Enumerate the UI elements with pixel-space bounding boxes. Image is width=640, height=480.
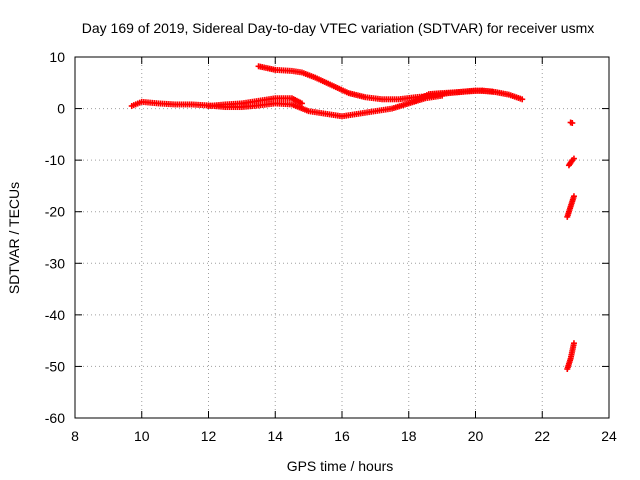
data-point [569, 120, 576, 127]
data-point [489, 88, 496, 95]
data-point [519, 96, 526, 103]
tick-labels: 8 10 12 14 16 18 20 22 24 10 0 -10 -20 -30 -40 -50 -60 [45, 49, 617, 444]
y-tick-label: -40 [45, 307, 65, 323]
data-point [298, 100, 305, 107]
x-axis-label: GPS time / hours [287, 458, 394, 474]
x-tick-label: 16 [334, 428, 350, 444]
y-tick-label: -30 [45, 255, 65, 271]
data-point [570, 155, 577, 162]
x-tick-label: 12 [201, 428, 217, 444]
x-tick-label: 24 [601, 428, 617, 444]
y-tick-label: 0 [57, 101, 65, 117]
x-tick-label: 10 [134, 428, 150, 444]
grid-lines [75, 57, 609, 418]
y-axis-label: SDTVAR / TECUs [6, 182, 22, 294]
data-point [570, 193, 577, 200]
data-series [565, 155, 577, 169]
y-tick-label: -60 [45, 410, 65, 426]
data-points [128, 63, 577, 373]
data-series [128, 92, 446, 120]
chart-title: Day 169 of 2019, Sidereal Day-to-day VTE… [82, 20, 595, 36]
data-point [570, 340, 577, 347]
data-series [412, 87, 496, 104]
data-series [567, 119, 576, 127]
y-tick-label: 10 [49, 49, 65, 65]
y-tick-label: -20 [45, 204, 65, 220]
x-tick-label: 22 [534, 428, 550, 444]
x-tick-label: 18 [401, 428, 417, 444]
data-series [205, 95, 305, 109]
y-tick-label: -50 [45, 358, 65, 374]
axis-ticks [74, 56, 610, 419]
x-tick-label: 20 [468, 428, 484, 444]
x-tick-label: 14 [267, 428, 283, 444]
y-tick-label: -10 [45, 152, 65, 168]
data-series [564, 340, 577, 373]
x-tick-label: 8 [71, 428, 79, 444]
data-series [564, 193, 577, 220]
